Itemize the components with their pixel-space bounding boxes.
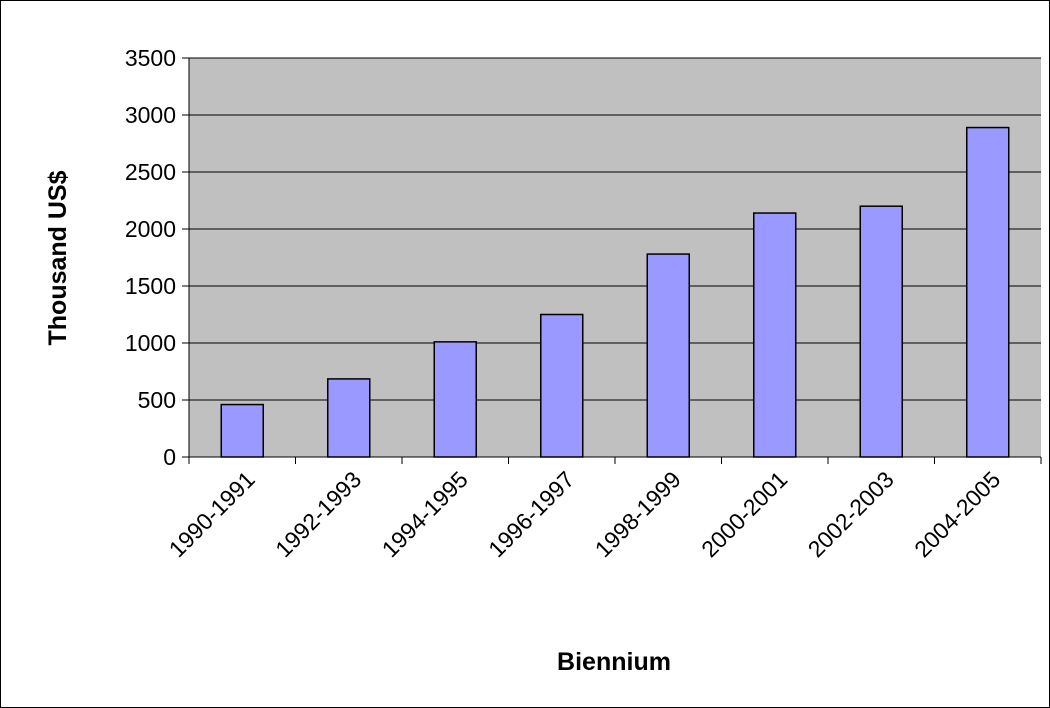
y-tick-label: 3000 [125, 102, 176, 128]
bar [646, 253, 690, 458]
x-axis-title: Biennium [557, 648, 671, 676]
y-tick-label: 1500 [125, 273, 176, 299]
y-tick-label: 2500 [125, 159, 176, 185]
bar [753, 212, 797, 458]
bar [433, 341, 477, 458]
y-tick-label: 1000 [125, 330, 176, 356]
bar [220, 403, 264, 458]
y-axis-title: Thousand US$ [44, 170, 72, 345]
y-tick-label: 500 [138, 387, 176, 413]
y-axis: 0 500 1000 1500 2000 2500 3000 3500 [125, 45, 190, 470]
bar [966, 126, 1010, 458]
y-tick-label: 2000 [125, 216, 176, 242]
y-tick-label: 3500 [125, 45, 176, 71]
plot-area [189, 58, 1041, 457]
bars [220, 126, 1010, 458]
bar [540, 313, 584, 458]
bar [859, 205, 903, 458]
y-tick-label: 0 [163, 444, 176, 470]
bar [327, 378, 371, 458]
